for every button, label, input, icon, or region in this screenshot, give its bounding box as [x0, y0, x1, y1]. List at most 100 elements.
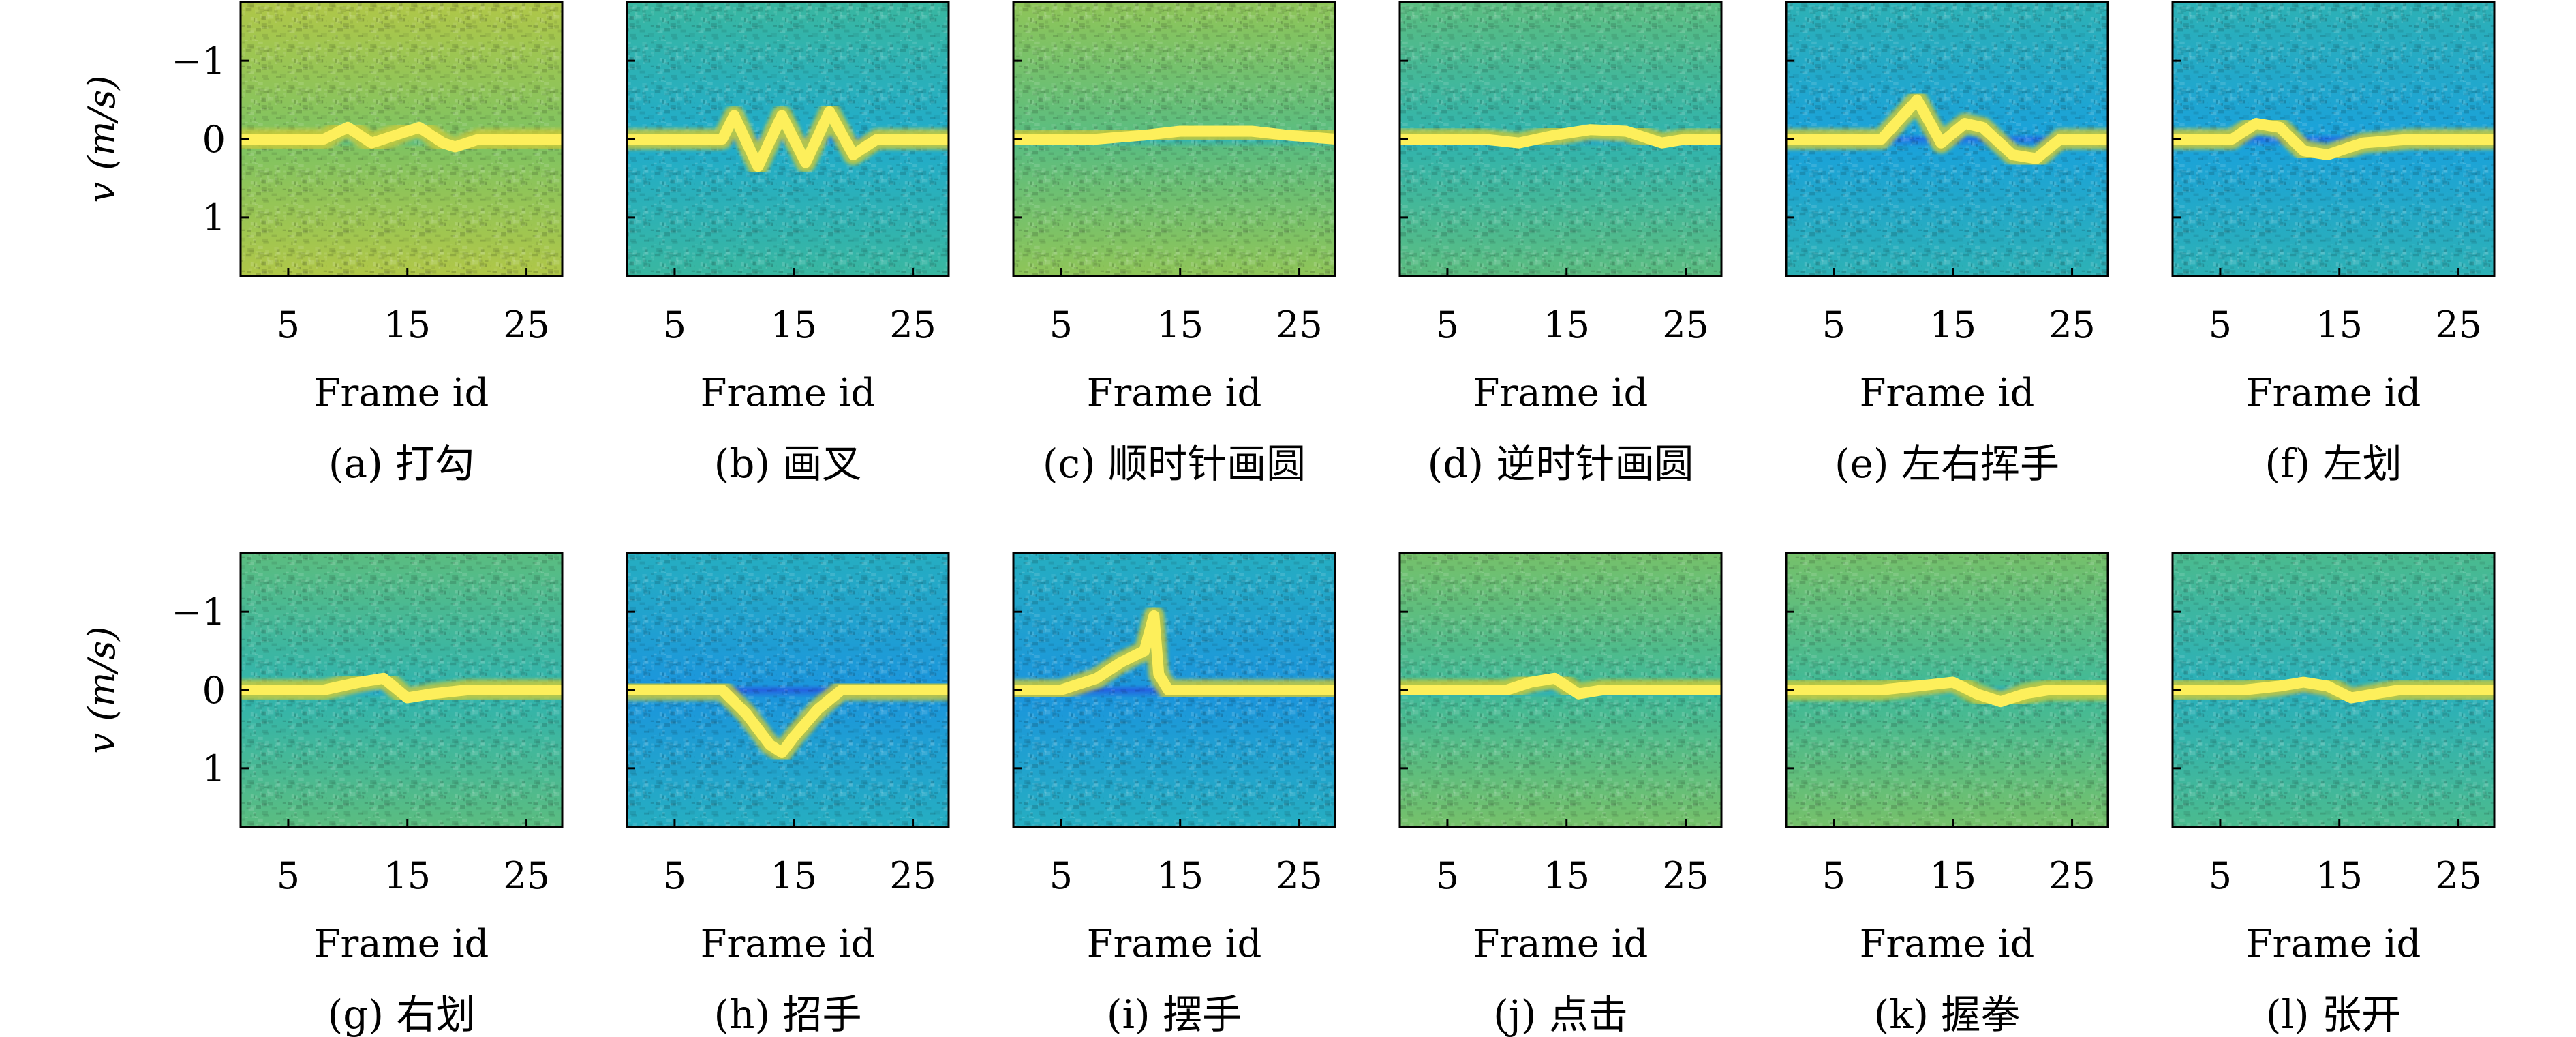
- x-axis-label: Frame id: [1860, 922, 2035, 966]
- ridge-line: [1400, 124, 1721, 149]
- y-tick-label: −1: [171, 590, 226, 633]
- panel: 5 15 25 Frame id (d) 逆时针画圆: [1398, 1, 1723, 487]
- y-tick-label: 0: [202, 669, 226, 712]
- x-tick-label: 5: [277, 303, 300, 346]
- panel-caption: (j) 点击: [1493, 991, 1628, 1037]
- panel: 5 15 25 −1 0 1 Frame id v (m/s) (g) 右划: [80, 552, 564, 1037]
- x-tick-label: 25: [2435, 854, 2482, 897]
- x-axis-label: Frame id: [701, 371, 876, 415]
- x-tick-label: 25: [1276, 303, 1323, 346]
- y-axis-label: v (m/s): [80, 627, 123, 754]
- x-tick-label: 25: [503, 303, 550, 346]
- heatmap-field: [627, 553, 949, 827]
- ridge-line: [1013, 610, 1335, 695]
- panel-caption: (d) 逆时针画圆: [1428, 440, 1694, 487]
- y-tick-label: 1: [202, 747, 226, 790]
- panel-caption: (k) 握拳: [1874, 991, 2021, 1037]
- x-tick-label: 15: [1929, 854, 1976, 897]
- x-tick-label: 5: [277, 854, 300, 897]
- ridge-line: [241, 672, 562, 704]
- x-axis-label: Frame id: [1087, 922, 1262, 966]
- heatmap-field: [1786, 553, 2108, 827]
- heatmap-field: [1400, 553, 1721, 827]
- x-tick-label: 25: [2049, 303, 2096, 346]
- x-tick-label: 25: [503, 854, 550, 897]
- panel-caption: (g) 右划: [328, 991, 476, 1037]
- x-tick-label: 15: [1543, 303, 1590, 346]
- y-tick-label: 1: [202, 196, 226, 239]
- panel-caption: (h) 招手: [714, 991, 861, 1037]
- y-tick-label: 0: [202, 118, 226, 161]
- x-axis-label: Frame id: [2246, 922, 2421, 966]
- y-tick-label: −1: [171, 40, 226, 82]
- panel: 5 15 25 Frame id (l) 张开: [2171, 552, 2496, 1037]
- ridge-line: [241, 121, 562, 153]
- ridge-line: [1786, 676, 2108, 708]
- x-axis-label: Frame id: [2246, 371, 2421, 415]
- heatmap-field: [241, 2, 562, 276]
- panel: 5 15 25 Frame id (j) 点击: [1398, 552, 1723, 1037]
- x-tick-label: 5: [1436, 854, 1459, 897]
- x-axis-label: Frame id: [1473, 922, 1649, 966]
- x-tick-label: 15: [1543, 854, 1590, 897]
- x-tick-label: 25: [2435, 303, 2482, 346]
- x-tick-label: 15: [770, 854, 817, 897]
- ridge-line: [2173, 118, 2494, 160]
- panel: 5 15 25 Frame id (i) 摆手: [1012, 552, 1336, 1037]
- heatmap-field: [1786, 2, 2108, 276]
- x-tick-label: 5: [1049, 854, 1073, 897]
- x-tick-label: 15: [770, 303, 817, 346]
- panel: 5 15 25 Frame id (h) 招手: [626, 552, 950, 1037]
- panel: 5 15 25 Frame id (k) 握拳: [1785, 552, 2109, 1037]
- x-axis-label: Frame id: [314, 371, 489, 415]
- x-tick-label: 5: [1436, 303, 1459, 346]
- ridge-line: [2173, 676, 2494, 704]
- panel-caption: (c) 顺时针画圆: [1043, 440, 1306, 487]
- x-axis-label: Frame id: [1473, 371, 1649, 415]
- x-tick-label: 5: [2209, 303, 2232, 346]
- panel: 5 15 25 Frame id (b) 画叉: [626, 1, 950, 487]
- x-tick-label: 25: [889, 303, 936, 346]
- x-tick-label: 5: [663, 854, 686, 897]
- ridge-line: [627, 685, 949, 758]
- panel-caption: (l) 张开: [2266, 991, 2401, 1037]
- heatmap-field: [1400, 2, 1721, 276]
- ridge-line: [627, 106, 949, 172]
- x-tick-label: 15: [1929, 303, 1976, 346]
- x-tick-label: 5: [663, 303, 686, 346]
- panel-caption: (a) 打勾: [328, 440, 474, 487]
- x-tick-label: 5: [1822, 854, 1845, 897]
- heatmap-field: [241, 553, 562, 827]
- panel: 5 15 25 Frame id (f) 左划: [2171, 1, 2496, 487]
- panel-caption: (i) 摆手: [1107, 991, 1242, 1037]
- x-tick-label: 25: [1662, 854, 1709, 897]
- x-axis-label: Frame id: [1087, 371, 1262, 415]
- x-tick-label: 25: [2049, 854, 2096, 897]
- panel: 5 15 25 −1 0 1 Frame id v (m/s) (a) 打勾: [80, 1, 564, 487]
- ridge-line: [1013, 125, 1335, 145]
- heatmap-field: [627, 2, 949, 276]
- x-tick-label: 15: [1156, 854, 1203, 897]
- x-axis-label: Frame id: [701, 922, 876, 966]
- panel-caption: (e) 左右挥手: [1835, 440, 2059, 487]
- x-tick-label: 5: [1822, 303, 1845, 346]
- x-tick-label: 25: [1662, 303, 1709, 346]
- heatmap-field: [2173, 2, 2494, 276]
- panel-caption: (b) 画叉: [714, 440, 862, 487]
- panel-caption: (f) 左划: [2265, 440, 2402, 487]
- heatmap-field: [1013, 2, 1335, 276]
- ridge-line: [1786, 94, 2108, 164]
- ridge-line: [1400, 672, 1721, 700]
- x-tick-label: 15: [2316, 854, 2363, 897]
- panel: 5 15 25 Frame id (c) 顺时针画圆: [1012, 1, 1336, 487]
- panel: 5 15 25 Frame id (e) 左右挥手: [1785, 1, 2109, 487]
- heatmap-field: [2173, 553, 2494, 827]
- x-tick-label: 15: [384, 303, 431, 346]
- heatmap-field: [1013, 553, 1335, 827]
- x-tick-label: 15: [2316, 303, 2363, 346]
- x-tick-label: 15: [384, 854, 431, 897]
- x-tick-label: 25: [1276, 854, 1323, 897]
- x-tick-label: 25: [889, 854, 936, 897]
